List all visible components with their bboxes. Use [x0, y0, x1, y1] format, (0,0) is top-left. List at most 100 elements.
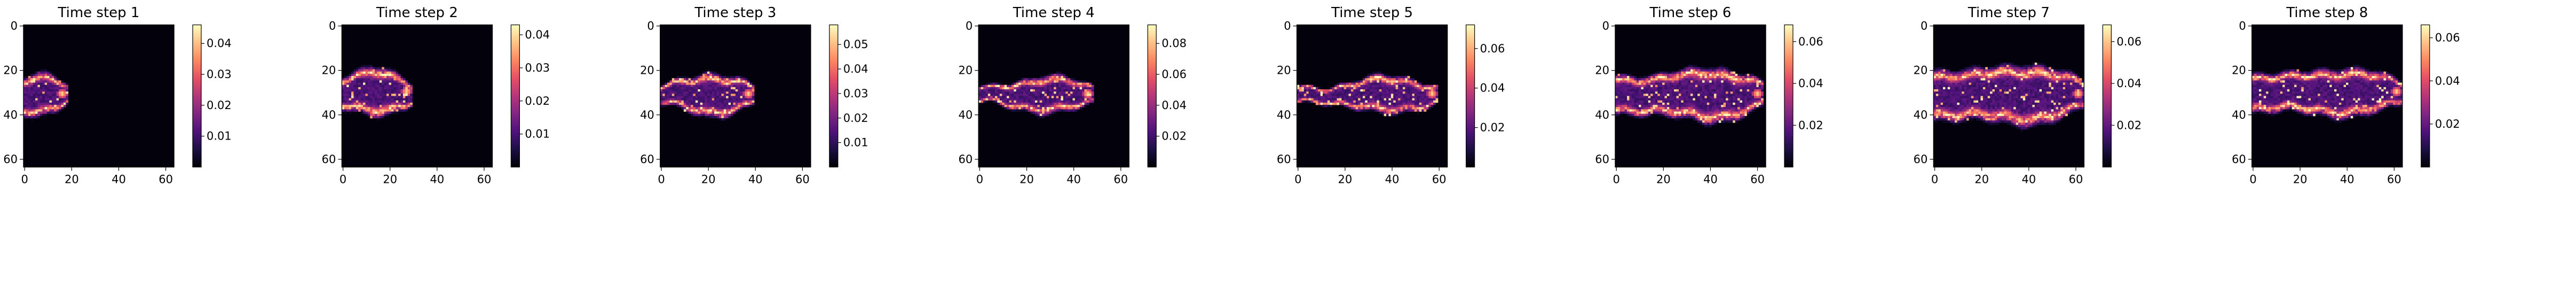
- heatmap-cell: [1398, 107, 1401, 110]
- heatmap-cell: [1693, 82, 1696, 86]
- heatmap-cell: [351, 91, 354, 94]
- heatmap-cell: [360, 96, 364, 99]
- heatmap-cell: [686, 109, 689, 112]
- heatmap-cell: [1622, 105, 1625, 107]
- heatmap-cell: [35, 89, 38, 92]
- heatmap-cell: [1718, 67, 1721, 70]
- heatmap-cell: [1714, 80, 1717, 83]
- colorbar-tick-label: 0.06: [1798, 35, 1823, 48]
- heatmap-cell: [992, 91, 995, 94]
- heatmap-cell: [386, 82, 389, 86]
- heatmap-cell: [1070, 87, 1073, 90]
- heatmap-cell: [1358, 96, 1361, 99]
- y-tick-label: 0: [1602, 20, 1609, 33]
- heatmap-cell: [698, 78, 701, 81]
- heatmap-cell: [49, 84, 52, 88]
- heatmap-cell: [683, 100, 686, 103]
- heatmap-cell: [1044, 82, 1047, 86]
- heatmap-cell: [382, 94, 385, 96]
- heatmap-cell: [1435, 94, 1439, 96]
- heatmap-cell: [1718, 91, 1721, 94]
- heatmap-cell: [1726, 118, 1728, 121]
- heatmap-cell: [700, 96, 703, 99]
- heatmap-cell: [691, 107, 693, 110]
- heatmap-cell: [402, 80, 406, 83]
- heatmap-cell: [1726, 67, 1728, 70]
- heatmap-cell: [351, 80, 354, 83]
- heatmap-cell: [1747, 102, 1750, 105]
- heatmap-cell: [1987, 80, 1990, 83]
- heatmap-cell: [1412, 91, 1415, 94]
- heatmap-cell: [1308, 87, 1311, 90]
- heatmap-cell: [1702, 67, 1705, 70]
- heatmap-cell: [1372, 102, 1375, 105]
- heatmap-cell: [1681, 100, 1684, 103]
- heatmap-cell: [56, 100, 59, 103]
- heatmap-cell: [1693, 78, 1696, 81]
- heatmap-cell: [1025, 89, 1029, 92]
- heatmap-cell: [1646, 107, 1649, 110]
- heatmap-cell: [1747, 91, 1750, 94]
- heatmap-cell: [1353, 91, 1356, 94]
- heatmap-cell: [662, 102, 665, 105]
- heatmap-cell: [1379, 91, 1382, 94]
- heatmap-cell: [1414, 80, 1417, 83]
- heatmap-cell: [1660, 89, 1663, 92]
- heatmap-cell: [367, 107, 370, 110]
- heatmap-cell: [1992, 78, 1995, 81]
- heatmap-cell: [667, 80, 670, 83]
- heatmap-cell: [47, 109, 50, 112]
- heatmap-cell: [1683, 91, 1686, 94]
- heatmap-cell: [1390, 105, 1394, 107]
- heatmap-cell: [407, 94, 410, 96]
- heatmap-cell: [1671, 115, 1674, 119]
- heatmap-cell: [1384, 105, 1387, 107]
- heatmap-cell: [1077, 105, 1080, 107]
- heatmap-cell: [1377, 100, 1380, 103]
- heatmap-cell: [370, 96, 373, 99]
- heatmap-cell: [1028, 89, 1031, 92]
- heatmap-cell: [1419, 94, 1422, 96]
- heatmap-cell: [2018, 71, 2021, 74]
- heatmap-cell: [1337, 96, 1340, 99]
- heatmap-cell: [372, 100, 375, 103]
- heatmap-cell: [1697, 84, 1700, 88]
- heatmap-cell: [1426, 94, 1429, 96]
- heatmap-cell: [1079, 107, 1082, 110]
- heatmap-cell: [1674, 105, 1677, 107]
- heatmap-cell: [1648, 96, 1651, 99]
- heatmap-cell: [691, 82, 693, 86]
- heatmap-cell: [51, 100, 54, 103]
- heatmap-cell: [1617, 98, 1621, 101]
- heatmap-cell: [1982, 80, 1986, 83]
- heatmap-cell: [2030, 65, 2033, 67]
- heatmap-cell: [1065, 109, 1068, 112]
- heatmap-cell: [1992, 82, 1995, 86]
- heatmap-cell: [1039, 80, 1042, 83]
- heatmap-cell: [1395, 102, 1398, 105]
- heatmap-cell: [721, 82, 724, 86]
- heatmap-cell: [372, 96, 375, 99]
- heatmap-cell: [1037, 102, 1040, 105]
- heatmap-cell: [1716, 98, 1719, 101]
- heatmap-cell: [1377, 80, 1380, 83]
- heatmap-cell: [1756, 80, 1759, 83]
- heatmap-cell: [1615, 87, 1618, 90]
- heatmap-cell: [712, 107, 715, 110]
- heatmap-cell: [1664, 91, 1668, 94]
- heatmap-cell: [1306, 84, 1309, 88]
- heatmap-cell: [1688, 71, 1691, 74]
- heatmap-cell: [2022, 73, 2026, 76]
- heatmap-cell: [683, 84, 686, 88]
- heatmap-cell: [1068, 87, 1071, 90]
- heatmap-cell: [693, 94, 696, 96]
- heatmap-cell: [1711, 107, 1714, 110]
- heatmap-cell: [1735, 109, 1738, 112]
- heatmap-cell: [1723, 102, 1726, 105]
- heatmap-cell: [1323, 91, 1325, 94]
- heatmap-cell: [1723, 111, 1726, 114]
- heatmap-cell: [1339, 91, 1342, 94]
- heatmap-cell: [1714, 91, 1717, 94]
- heatmap-cell: [365, 76, 368, 79]
- heatmap-cell: [1643, 94, 1646, 96]
